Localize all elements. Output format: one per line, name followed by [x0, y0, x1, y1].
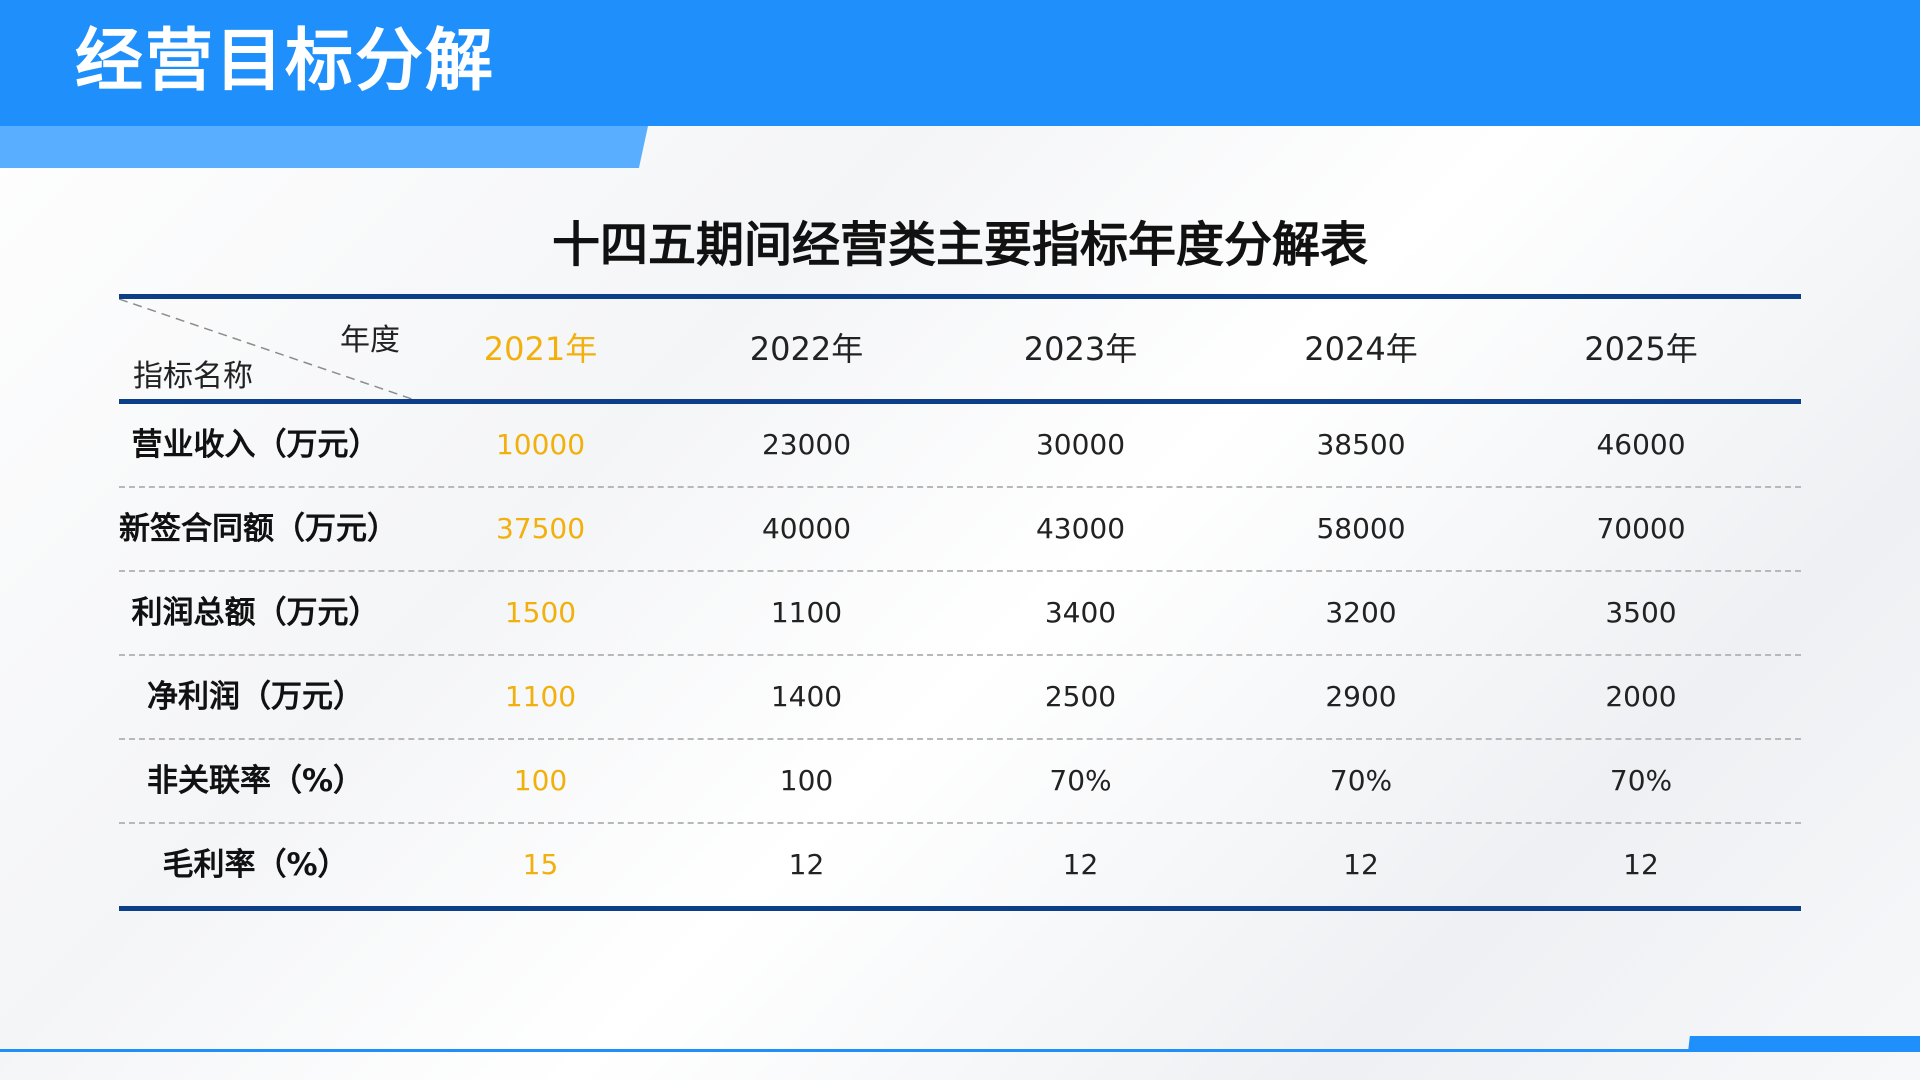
table-cell: 3400: [1044, 596, 1117, 629]
footer-accent-bar: [1688, 1036, 1920, 1052]
table-cell: 43000: [1035, 512, 1126, 545]
diagonal-divider: [119, 299, 412, 399]
table-cell: 100: [779, 764, 834, 797]
year-header-2023: 2023年: [1023, 330, 1138, 368]
corner-indicator-label: 指标名称: [133, 359, 253, 394]
table-cell: 70000: [1596, 512, 1686, 545]
header-bar: [0, 0, 1920, 126]
year-header-2024: 2024年: [1304, 330, 1418, 368]
table-cell: 1100: [504, 680, 577, 713]
table-row-net-profit: 净利润（万元） 1100 1400 2500 2900 2000: [119, 656, 1801, 740]
table-cell: 1100: [770, 596, 843, 629]
table-header-row: 年度 指标名称 2021年 2022年 2023年 2024年 2025年: [119, 299, 1801, 404]
table-cell: 2900: [1325, 680, 1397, 713]
row-label: 新签合同额（万元）: [119, 511, 398, 547]
table-cell: 12: [1623, 848, 1659, 881]
table-cell: 70%: [1609, 764, 1673, 797]
table-cell: 1500: [504, 596, 577, 629]
row-label: 净利润（万元）: [147, 679, 364, 715]
table-title: 十四五期间经营类主要指标年度分解表: [551, 217, 1368, 273]
table-cell: 10000: [495, 428, 586, 461]
indicator-table: 年度 指标名称 2021年 2022年 2023年 2024年 2025年 营业…: [119, 294, 1801, 911]
table-cell: 46000: [1596, 428, 1686, 461]
year-header-2021: 2021年: [483, 330, 598, 368]
table-row-gross-margin: 毛利率（%） 15 12 12 12 12: [119, 824, 1801, 906]
table-cell: 40000: [761, 512, 852, 545]
table-cell: 12: [788, 848, 825, 881]
row-label: 营业收入（万元）: [131, 427, 380, 463]
table-cell: 38500: [1316, 428, 1406, 461]
table-row-total-profit: 利润总额（万元） 1500 1100 3400 3200 3500: [119, 572, 1801, 656]
table-row-new-contracts: 新签合同额（万元） 37500 40000 43000 58000 70000: [119, 488, 1801, 572]
table-row-non-related-rate: 非关联率（%） 100 100 70% 70% 70%: [119, 740, 1801, 824]
page-title: 经营目标分解: [75, 22, 496, 101]
table-cell: 3200: [1325, 596, 1397, 629]
corner-year-label: 年度: [340, 323, 400, 358]
table-cell: 23000: [761, 428, 852, 461]
footer-line: [0, 1049, 1920, 1052]
table-cell: 70%: [1329, 764, 1393, 797]
table-cell: 12: [1062, 848, 1099, 881]
table-cell: 1400: [770, 680, 843, 713]
table-cell: 2000: [1605, 680, 1677, 713]
table-cell: 12: [1343, 848, 1379, 881]
row-label: 利润总额（万元）: [131, 595, 380, 631]
header-accent-bar: [0, 126, 648, 168]
year-header-2025: 2025年: [1584, 330, 1698, 368]
table-cell: 3500: [1605, 596, 1677, 629]
year-header-2022: 2022年: [749, 330, 864, 368]
corner-header-cell: 年度 指标名称: [119, 299, 412, 399]
table-cell: 70%: [1049, 764, 1112, 797]
row-label: 毛利率（%）: [162, 847, 349, 883]
row-label: 非关联率（%）: [146, 763, 365, 799]
table-cell: 2500: [1044, 680, 1117, 713]
table-row-revenue: 营业收入（万元） 10000 23000 30000 38500 46000: [119, 404, 1801, 488]
table-cell: 37500: [495, 512, 586, 545]
table-cell: 58000: [1316, 512, 1406, 545]
table-cell: 30000: [1035, 428, 1126, 461]
table-cell: 15: [522, 848, 559, 881]
table-cell: 100: [513, 764, 568, 797]
